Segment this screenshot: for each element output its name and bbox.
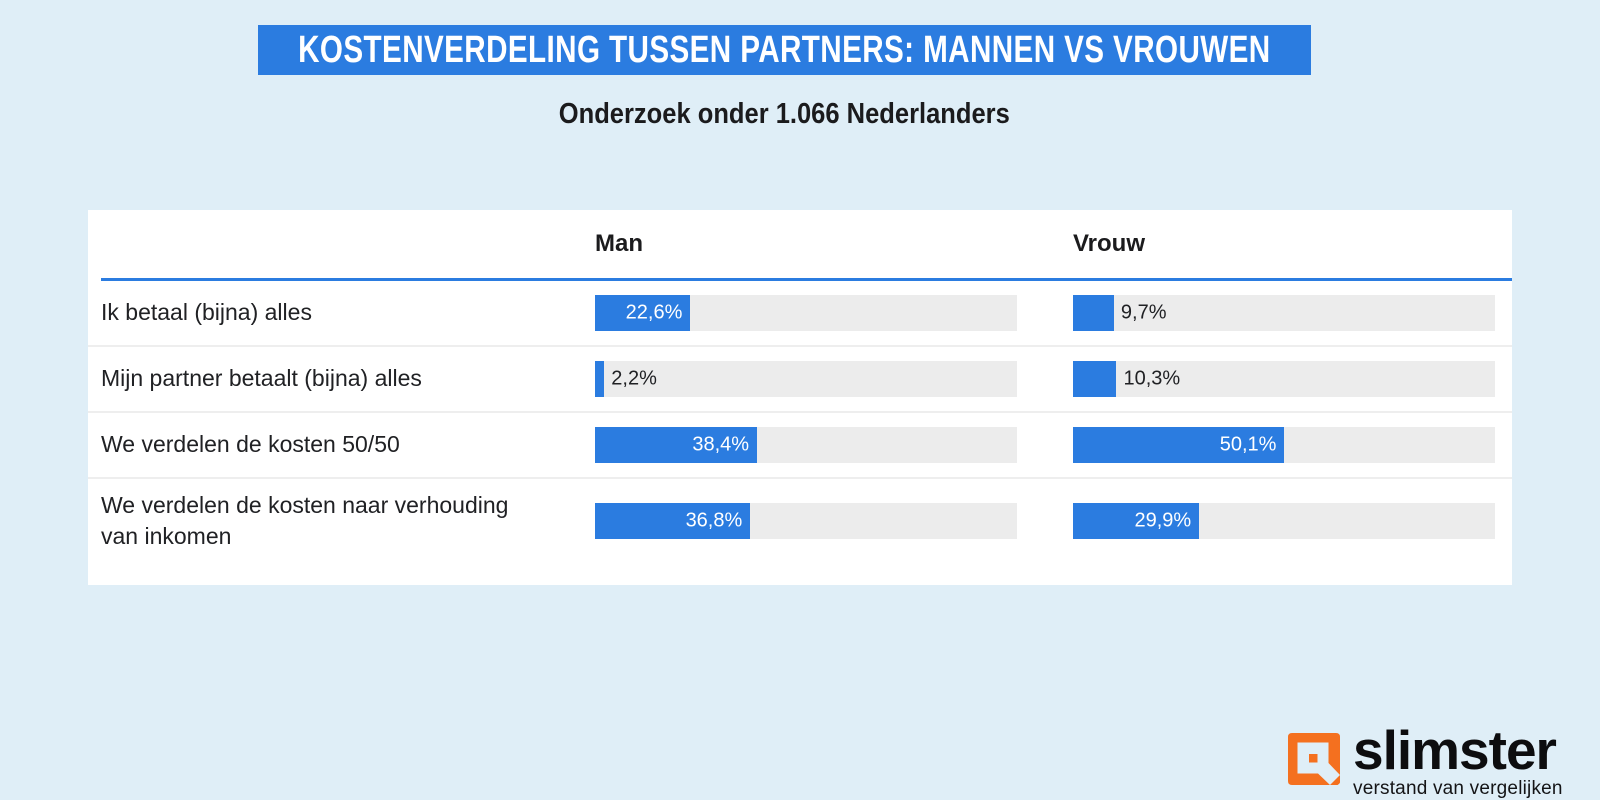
table-row: Mijn partner betaalt (bijna) alles 2,2% … (88, 347, 1512, 411)
table-row: Ik betaal (bijna) alles 22,6% 9,7% (88, 281, 1512, 345)
slimster-logo-icon (1288, 733, 1340, 785)
brand-tagline: verstand van vergelijken (1353, 778, 1563, 800)
vrouw-bar-track: 50,1% (1073, 427, 1495, 463)
column-header-vrouw: Vrouw (1073, 230, 1146, 257)
vrouw-bar-track: 29,9% (1073, 503, 1495, 539)
bar-fill (595, 361, 605, 397)
bar-value-label: 22,6% (625, 301, 683, 324)
man-bar-track: 2,2% (595, 361, 1017, 397)
row-divider (88, 411, 1512, 413)
chart-card: Man Vrouw Ik betaal (bijna) alles 22,6% … (88, 210, 1512, 585)
bar-fill (1073, 361, 1117, 397)
brand-text-block: slimster verstand van vergelijken (1353, 719, 1563, 800)
column-header-row: Man Vrouw (88, 210, 1512, 278)
row-label: We verdelen de kosten naar verhouding va… (101, 491, 509, 549)
man-bar-track: 36,8% (595, 503, 1017, 539)
title-banner: KOSTENVERDELING TUSSEN PARTNERS: MANNEN … (258, 25, 1311, 75)
row-label: We verdelen de kosten 50/50 (101, 431, 400, 458)
table-row: We verdelen de kosten naar verhouding va… (88, 479, 1512, 563)
bar-value-label: 38,4% (692, 433, 750, 456)
bar-value-label: 10,3% (1123, 367, 1181, 390)
bar-value-label: 50,1% (1219, 433, 1277, 456)
row-divider (88, 345, 1512, 347)
man-bar-track: 22,6% (595, 295, 1017, 331)
header-underline (101, 278, 1512, 281)
man-bar-track: 38,4% (595, 427, 1017, 463)
vrouw-bar-track: 9,7% (1073, 295, 1495, 331)
brand-footer: slimster verstand van vergelijken (1288, 719, 1563, 800)
row-label: Ik betaal (bijna) alles (101, 299, 312, 326)
page-title: KOSTENVERDELING TUSSEN PARTNERS: MANNEN … (298, 28, 1271, 71)
table-row: We verdelen de kosten 50/50 38,4% 50,1% (88, 413, 1512, 477)
bar-fill (595, 295, 691, 331)
bar-fill (1073, 503, 1200, 539)
bar-fill (595, 503, 751, 539)
bar-fill (595, 427, 758, 463)
page-subtitle: Onderzoek onder 1.066 Nederlanders (558, 97, 1011, 130)
vrouw-bar-track: 10,3% (1073, 361, 1495, 397)
column-header-man: Man (595, 230, 643, 257)
row-label: Mijn partner betaalt (bijna) alles (101, 365, 422, 392)
brand-name: slimster (1353, 719, 1557, 781)
bar-value-label: 9,7% (1120, 301, 1167, 324)
bar-value-label: 36,8% (685, 509, 743, 532)
bar-fill (1073, 427, 1285, 463)
row-divider (88, 477, 1512, 479)
subtitle-row: Onderzoek onder 1.066 Nederlanders (258, 97, 1311, 131)
bar-value-label: 2,2% (611, 367, 657, 390)
bar-fill (1073, 295, 1114, 331)
bar-value-label: 29,9% (1134, 509, 1192, 532)
